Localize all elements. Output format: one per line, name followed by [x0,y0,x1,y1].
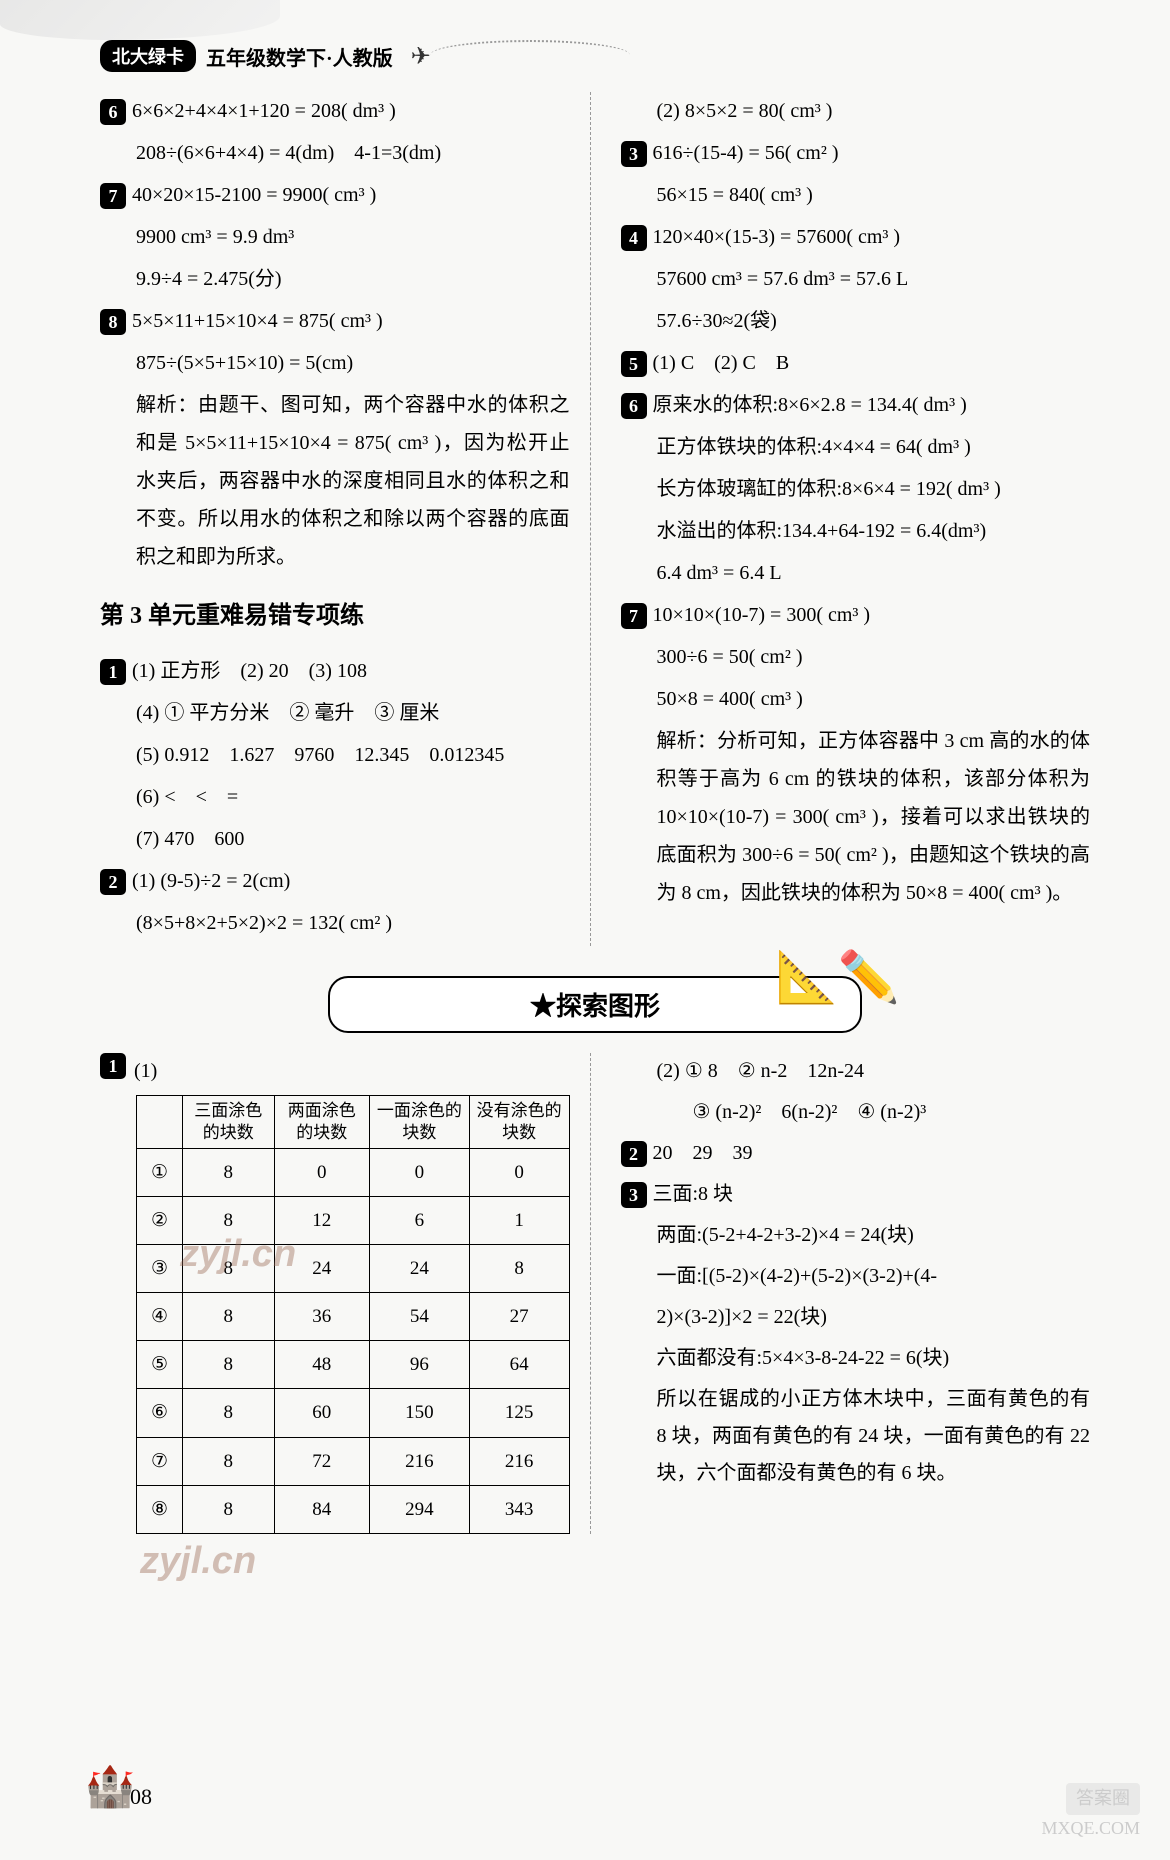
badge-6r: 6 [621,393,647,419]
badge-1b: 1 [100,1053,126,1079]
page-header: 北大绿卡 五年级数学下·人教版 ✈ [100,40,1090,72]
br-l1: (2) ① 8 ② n-2 12n-24 [621,1053,1091,1090]
q6r-l1: 原来水的体积:8×6×2.8 = 134.4( dm³ ) [653,394,967,416]
th-0 [137,1095,183,1148]
q6-l2: 208÷(6×6+4×4) = 4(dm) 4-1=3(dm) [100,134,570,172]
q6r-l2: 正方体铁块的体积:4×4×4 = 64( dm³ ) [621,428,1091,466]
main-content: 6 6×6×2+4×4×1+120 = 208( dm³ ) 208÷(6×6+4… [100,92,1090,946]
table-header-row: 三面涂色的块数 两面涂色的块数 一面涂色的块数 没有涂色的块数 [137,1095,570,1148]
q6r-l5: 6.4 dm³ = 6.4 L [621,554,1091,592]
table-row: ④8365427 [137,1293,570,1341]
pre-line: (2) 8×5×2 = 80( cm³ ) [621,92,1091,130]
q3-l1: 616÷(15-4) = 56( cm² ) [653,142,839,164]
badge-1: 1 [100,659,126,685]
q3-l2: 56×15 = 840( cm³ ) [621,176,1091,214]
bottom-left: 1 (1) 三面涂色的块数 两面涂色的块数 一面涂色的块数 没有涂色的块数 [100,1053,591,1534]
q6r-l3: 长方体玻璃缸的体积:8×6×4 = 192( dm³ ) [621,470,1091,508]
plane-icon: ✈ [411,42,431,71]
badge-2b: 2 [621,1141,647,1167]
watermark: 答案圈 MXQE.COM [1041,1783,1140,1840]
br-q3-l6: 所以在锯成的小正方体木块中，三面有黄色的有 8 块，两面有黄色的有 24 块，一… [621,1381,1091,1492]
bottom-content: 1 (1) 三面涂色的块数 两面涂色的块数 一面涂色的块数 没有涂色的块数 [100,1053,1090,1534]
table-row: ⑤8489664 [137,1341,570,1389]
left-column: 6 6×6×2+4×4×1+120 = 208( dm³ ) 208÷(6×6+4… [100,92,591,946]
q7-l1: 40×20×15-2100 = 9900( cm³ ) [132,184,376,206]
page-content: 北大绿卡 五年级数学下·人教版 ✈ 6 6×6×2+4×4×1+120 = 208… [0,0,1170,1574]
q2-l1: (1) (9-5)÷2 = 2(cm) [132,870,290,892]
br-q3-l2: 两面:(5-2+4-2+3-2)×4 = 24(块) [621,1217,1091,1254]
br-l2: ③ (n-2)² 6(n-2)² ④ (n-2)³ [621,1094,1091,1131]
th-1: 三面涂色的块数 [183,1095,274,1148]
th-2: 两面涂色的块数 [274,1095,370,1148]
badge-6: 6 [100,99,126,125]
q4-l2: 57600 cm³ = 57.6 dm³ = 57.6 L [621,260,1091,298]
q7r-explain: 解析：分析可知，正方体容器中 3 cm 高的水的体积等于高为 6 cm 的铁块的… [621,722,1091,912]
th-4: 没有涂色的块数 [469,1095,569,1148]
bottom-right: (2) ① 8 ② n-2 12n-24 ③ (n-2)² 6(n-2)² ④ … [611,1053,1091,1534]
q4-l3: 57.6÷30≈2(袋) [621,302,1091,340]
q1-l3: (5) 0.912 1.627 9760 12.345 0.012345 [100,736,570,774]
table-row: ②81261 [137,1196,570,1244]
table-prefix: (1) [134,1053,157,1090]
castle-icon: 🏰 [85,1763,135,1810]
q7r-l3: 50×8 = 400( cm³ ) [621,680,1091,718]
br-q3-l1: 三面:8 块 [653,1183,734,1205]
br-q3-l5: 六面都没有:5×4×3-8-24-22 = 6(块) [621,1340,1091,1377]
table-container: 三面涂色的块数 两面涂色的块数 一面涂色的块数 没有涂色的块数 ①8000 ②8… [136,1095,570,1534]
q7-l3: 9.9÷4 = 2.475(分) [100,260,570,298]
q1-l1: (1) 正方形 (2) 20 (3) 108 [132,660,367,682]
cube-table: 三面涂色的块数 两面涂色的块数 一面涂色的块数 没有涂色的块数 ①8000 ②8… [136,1095,570,1534]
header-title: 五年级数学下·人教版 [206,42,393,71]
q7r-l2: 300÷6 = 50( cm² ) [621,638,1091,676]
badge-4r: 4 [621,225,647,251]
q4-l1: 120×40×(15-3) = 57600( cm³ ) [653,226,901,248]
table-row: ③824248 [137,1245,570,1293]
tools-icon: 📐✏️ [775,948,900,1007]
q7r-l1: 10×10×(10-7) = 300( cm³ ) [653,604,871,626]
section-divider: ★探索图形 📐✏️ [100,976,1090,1033]
q8-l1: 5×5×11+15×10×4 = 875( cm³ ) [132,310,383,332]
badge-7r: 7 [621,603,647,629]
badge-8: 8 [100,309,126,335]
q5: (1) C (2) C B [653,352,790,374]
section-title: 第 3 单元重难易错专项练 [100,594,570,640]
series-badge: 北大绿卡 [100,40,196,72]
explore-title-box: ★探索图形 📐✏️ [328,976,862,1033]
badge-3r: 3 [621,141,647,167]
watermark-url: MXQE.COM [1041,1817,1140,1840]
q2-l2: (8×5+8×2+5×2)×2 = 132( cm² ) [100,904,570,942]
table-row: ⑧884294343 [137,1485,570,1533]
q7-l2: 9900 cm³ = 9.9 dm³ [100,218,570,256]
br-q3-l4: 2)×(3-2)]×2 = 22(块) [621,1299,1091,1336]
q1-l4: (6) < < = [100,778,570,816]
badge-2: 2 [100,869,126,895]
table-row: ⑦872216216 [137,1437,570,1485]
page-number: 08 [130,1784,152,1810]
explore-title: ★探索图形 [530,992,660,1021]
badge-5r: 5 [621,351,647,377]
q8-explain: 解析：由题干、图可知，两个容器中水的体积之和是 5×5×11+15×10×4 =… [100,386,570,576]
br-q3-l3: 一面:[(5-2)×(4-2)+(5-2)×(3-2)+(4- [621,1258,1091,1295]
badge-3b: 3 [621,1182,647,1208]
table-row: ①8000 [137,1148,570,1196]
q8-l2: 875÷(5×5+15×10) = 5(cm) [100,344,570,382]
watermark-box: 答案圈 [1066,1783,1140,1814]
q6-l1: 6×6×2+4×4×1+120 = 208( dm³ ) [132,100,396,122]
right-column: (2) 8×5×2 = 80( cm³ ) 3 616÷(15-4) = 56( … [611,92,1091,946]
badge-7: 7 [100,183,126,209]
q1-l5: (7) 470 600 [100,820,570,858]
q1-l2: (4) ① 平方分米 ② 毫升 ③ 厘米 [100,694,570,732]
th-3: 一面涂色的块数 [370,1095,470,1148]
q6r-l4: 水溢出的体积:134.4+64-192 = 6.4(dm³) [621,512,1091,550]
table-row: ⑥860150125 [137,1389,570,1437]
table-body: ①8000 ②81261 ③824248 ④8365427 ⑤8489664 ⑥… [137,1148,570,1533]
br-q2: 20 29 39 [653,1142,753,1164]
